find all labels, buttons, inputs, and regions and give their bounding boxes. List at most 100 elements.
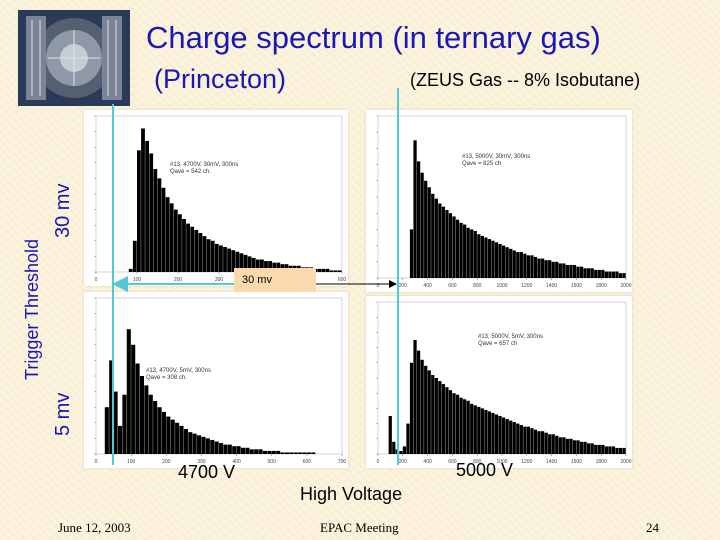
- histogram-bar: [594, 444, 598, 454]
- histogram-bar: [166, 416, 171, 454]
- histogram-bar: [219, 245, 223, 272]
- histogram-bar: [615, 447, 619, 454]
- x-tick-label: 500: [268, 459, 277, 465]
- histogram-bar: [243, 254, 248, 272]
- histogram-bar: [249, 449, 254, 454]
- histogram-bar: [132, 240, 137, 272]
- histogram-bar: [245, 447, 250, 454]
- x-tick-label: 200: [162, 459, 171, 465]
- x-tick-label: 1000: [496, 283, 507, 289]
- histogram-bar: [427, 370, 431, 454]
- detector-photo: [18, 10, 130, 106]
- histogram-bar: [519, 252, 523, 278]
- histogram-bar: [227, 248, 231, 272]
- x-tick-label: 1200: [521, 283, 532, 289]
- histogram-bar: [494, 414, 499, 454]
- histogram-bar: [399, 450, 403, 454]
- histogram-bar: [276, 450, 281, 454]
- histogram-bar: [470, 229, 474, 278]
- histogram-bar: [424, 180, 428, 278]
- histogram-bar: [302, 452, 307, 454]
- histogram-panel-4700v-5mv: 0 100 200 300 400 500 600 700 #13, 4700V, 5mV, …: [84, 292, 348, 468]
- histogram-bar: [498, 243, 502, 278]
- histogram-bar: [530, 255, 534, 278]
- histogram-bar: [498, 416, 502, 454]
- histogram-bar: [583, 268, 587, 278]
- histogram-bar: [214, 441, 219, 454]
- row-label-30mv: 30 mv: [52, 183, 74, 238]
- histogram-bar: [594, 269, 598, 278]
- histogram-bar: [502, 417, 506, 454]
- histogram-bar: [512, 250, 516, 278]
- high-voltage-label: High Voltage: [300, 484, 403, 504]
- hist-info-4700v-30mv: #13, 4700V, 30mV, 300ns Qave = 542 ch.: [170, 162, 238, 176]
- histogram-bar: [480, 408, 484, 454]
- histogram-bar: [206, 239, 211, 272]
- histogram-bar: [558, 263, 562, 278]
- histogram-bar: [491, 240, 495, 278]
- row-label-5mv: 5 mv: [52, 392, 74, 436]
- histogram-bar: [186, 223, 190, 272]
- x-tick-label: 0: [377, 283, 380, 289]
- histogram-bar: [137, 150, 141, 272]
- histogram-bar: [551, 434, 555, 454]
- x-tick-label: 2000: [620, 459, 631, 465]
- hist-info-line: #13, 5000V, 30mV, 300ns: [462, 154, 531, 160]
- subtitle-princeton: (Princeton): [154, 64, 287, 94]
- histogram-bar: [311, 452, 316, 454]
- x-tick-label: 300: [197, 459, 206, 465]
- hist-info-line: Qave = 542 ch.: [170, 169, 211, 175]
- histogram-bar: [590, 268, 594, 278]
- histogram-bar: [190, 226, 195, 272]
- x-tick-label: 0: [95, 459, 98, 465]
- histogram-bar: [289, 452, 294, 454]
- histogram-bar: [622, 447, 626, 454]
- histogram-bar: [473, 405, 477, 454]
- histogram-bar: [533, 429, 538, 454]
- histogram-bar: [597, 444, 601, 454]
- histogram-bar: [544, 432, 548, 454]
- histogram-bar: [157, 178, 162, 272]
- histogram-bar: [161, 411, 166, 454]
- histogram-bar: [214, 243, 219, 272]
- histogram-bar: [445, 387, 449, 454]
- histogram-bar: [333, 270, 338, 272]
- histogram-bar: [494, 242, 499, 278]
- histogram-bar: [618, 273, 623, 278]
- histogram-bar: [205, 438, 210, 454]
- x-tick-label: 800: [473, 283, 482, 289]
- histogram-bar: [409, 229, 414, 278]
- histogram-bar: [611, 446, 616, 454]
- histogram-bar: [477, 406, 481, 454]
- histogram-bar: [169, 203, 174, 272]
- histogram-bar: [210, 439, 215, 454]
- histogram-bar: [565, 265, 570, 278]
- histogram-bar: [239, 253, 244, 272]
- x-tick-label: 100: [133, 277, 142, 283]
- histogram-bar: [540, 431, 545, 454]
- x-tick-label: 1000: [496, 459, 507, 465]
- histogram-bar: [135, 363, 140, 454]
- subtitle-gas: (ZEUS Gas -- 8% Isobutane): [410, 70, 641, 90]
- histogram-bar: [459, 222, 463, 278]
- histogram-bar: [122, 394, 127, 454]
- histogram-bar: [622, 273, 626, 278]
- histogram-bar: [329, 270, 334, 272]
- histogram-bar: [455, 394, 460, 454]
- histogram-bar: [523, 426, 527, 454]
- trigger-threshold-label: Trigger Threshold: [22, 238, 42, 380]
- slide-title: Charge spectrum (in ternary gas): [146, 20, 601, 55]
- histogram-bar: [587, 443, 591, 454]
- x-tick-label: 1200: [521, 459, 532, 465]
- histogram-bar: [317, 268, 322, 272]
- histogram-bar: [194, 229, 199, 272]
- histogram-bar: [452, 393, 456, 454]
- x-tick-label: 600: [303, 459, 312, 465]
- histogram-bar: [145, 140, 149, 272]
- histogram-bar: [477, 234, 481, 278]
- histogram-bar: [569, 265, 573, 278]
- histogram-bar: [555, 435, 559, 454]
- column-label-5000v: 5000 V: [456, 460, 514, 480]
- histogram-bar: [427, 187, 431, 278]
- histogram-bar: [473, 231, 477, 278]
